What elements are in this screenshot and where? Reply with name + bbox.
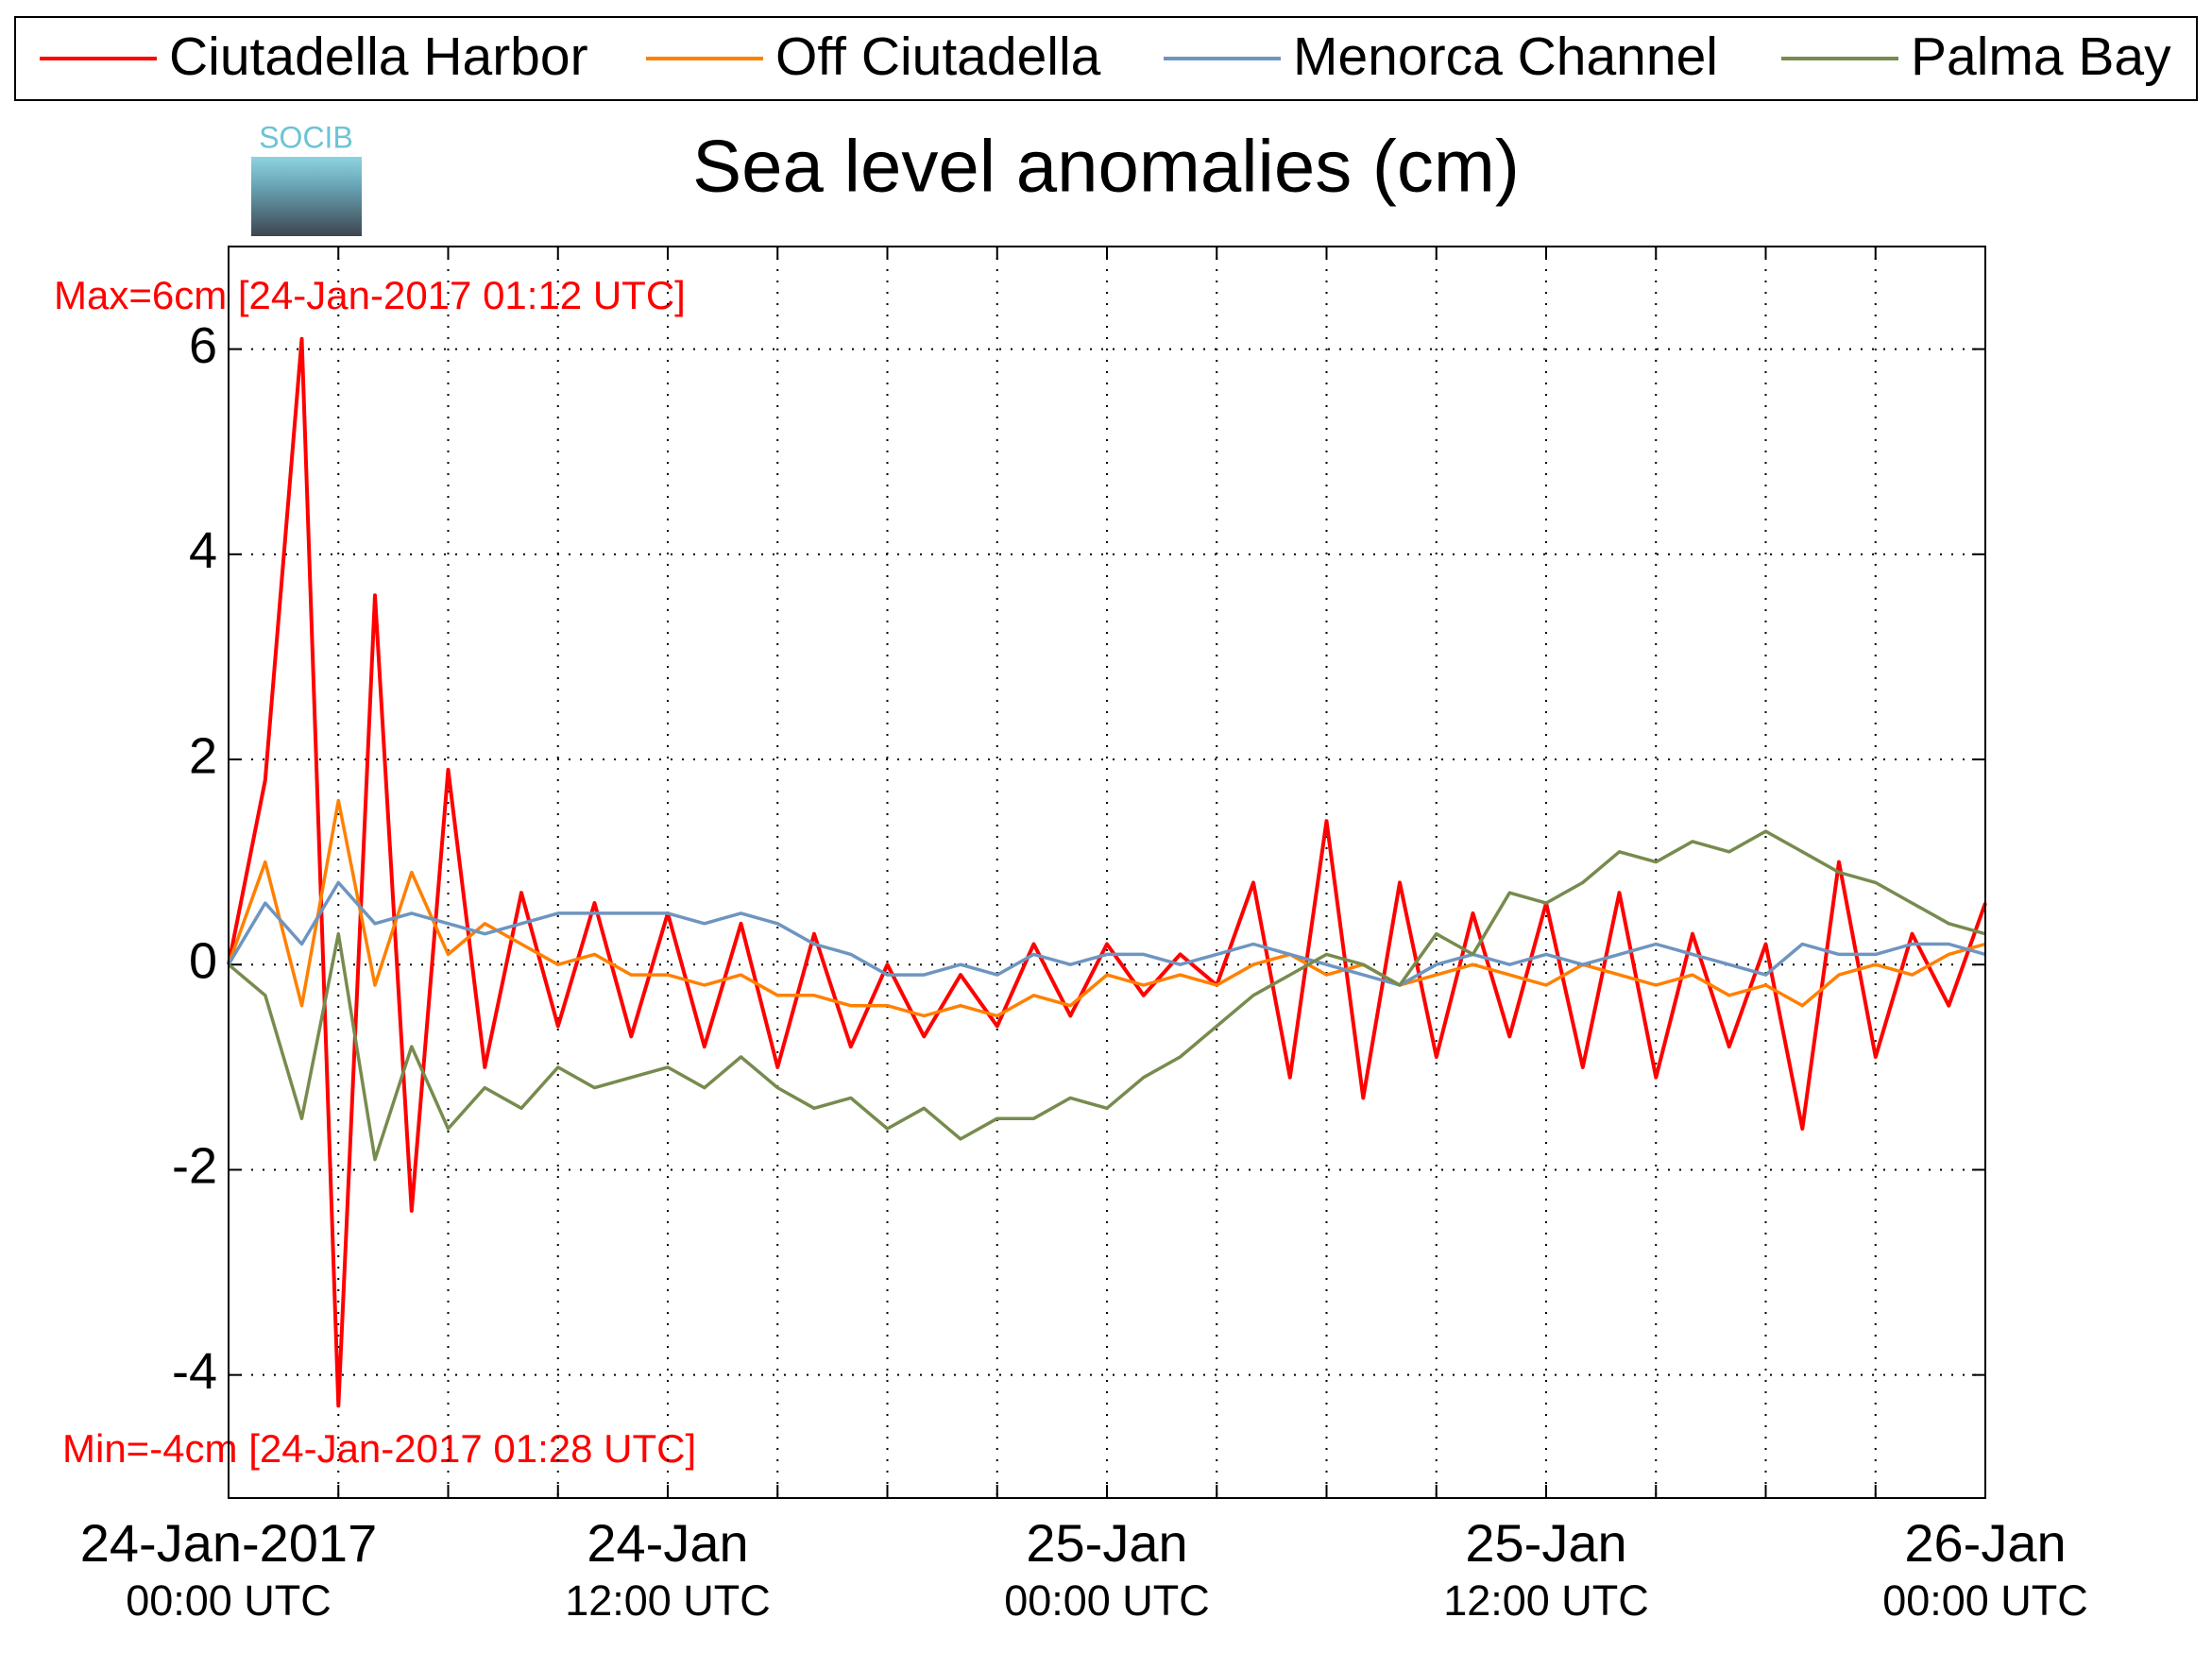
x-tick-label: 00:00 UTC: [126, 1576, 332, 1625]
chart-title: Sea level anomalies (cm): [692, 125, 1520, 208]
y-tick-label: -2: [172, 1138, 217, 1195]
logo: [251, 157, 362, 236]
series-line: [227, 336, 1987, 1408]
min-annotation: Min=-4cm [24-Jan-2017 01:28 UTC]: [62, 1426, 696, 1471]
legend-label: Off Ciutadella: [775, 26, 1101, 87]
x-tick-label: 25-Jan: [1465, 1513, 1626, 1573]
series-line: [227, 880, 1986, 987]
y-tick-label: 6: [189, 317, 217, 374]
legend-label: Ciutadella Harbor: [169, 26, 588, 87]
legend-label: Palma Bay: [1911, 26, 2171, 87]
y-tick-label: -4: [172, 1343, 217, 1400]
x-tick-label: 12:00 UTC: [565, 1576, 771, 1625]
series-line: [227, 798, 1986, 1018]
plot-frame: [228, 246, 1986, 1499]
x-tick-label: 12:00 UTC: [1443, 1576, 1649, 1625]
max-annotation: Max=6cm [24-Jan-2017 01:12 UTC]: [54, 273, 686, 317]
legend-label: Menorca Channel: [1293, 26, 1718, 87]
x-tick-label: 25-Jan: [1026, 1513, 1187, 1573]
legend-box: [14, 16, 2198, 101]
x-tick-label: 24-Jan-2017: [80, 1513, 377, 1573]
x-tick-label: 00:00 UTC: [1882, 1576, 2088, 1625]
series-line: [227, 829, 1986, 1162]
x-tick-label: 26-Jan: [1904, 1513, 2066, 1573]
y-tick-label: 2: [189, 727, 217, 784]
x-tick-label: 00:00 UTC: [1004, 1576, 1210, 1625]
logo-text: SOCIB: [259, 120, 353, 154]
x-tick-label: 24-Jan: [587, 1513, 748, 1573]
y-tick-label: 0: [189, 933, 217, 990]
y-tick-label: 4: [189, 522, 217, 579]
